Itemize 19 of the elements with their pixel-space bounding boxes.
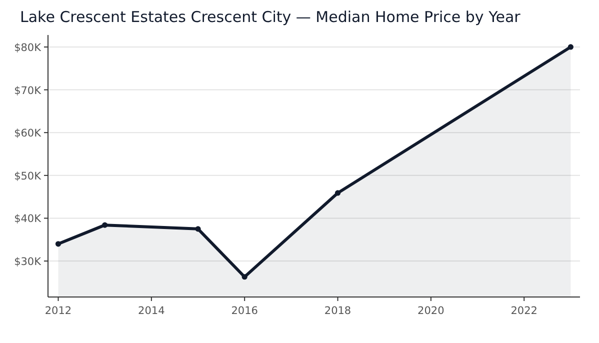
y-tick-label: $30K bbox=[14, 256, 42, 268]
x-tick-label: 2022 bbox=[510, 305, 538, 317]
point bbox=[334, 190, 341, 196]
x-tick-label: 2020 bbox=[418, 305, 444, 317]
point bbox=[55, 241, 62, 247]
point bbox=[242, 274, 248, 280]
y-tick-label: $50K bbox=[14, 170, 42, 182]
x-tick-label: 2016 bbox=[231, 305, 258, 317]
y-tick-label: $40K bbox=[14, 213, 42, 226]
x-tick-label: 2014 bbox=[138, 305, 166, 317]
point bbox=[568, 44, 574, 50]
chart-title: Lake Crescent Estates Crescent City — Median Home Price by Year bbox=[20, 8, 522, 26]
y-tick-label: $80K bbox=[14, 42, 42, 54]
y-tick-label: $60K bbox=[14, 128, 42, 140]
y-tick-label: $70K bbox=[14, 84, 42, 97]
point bbox=[102, 222, 108, 228]
x-tick-label: 2012 bbox=[44, 305, 72, 317]
x-tick-label: 2018 bbox=[324, 305, 352, 317]
point bbox=[195, 226, 201, 232]
